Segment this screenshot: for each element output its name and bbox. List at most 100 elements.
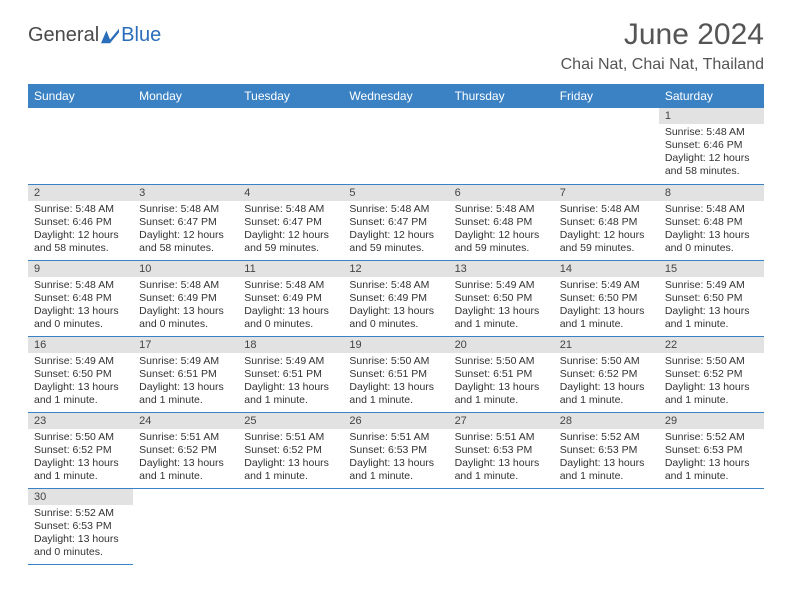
daylight-line: Daylight: 12 hours and 58 minutes.	[665, 152, 758, 178]
calendar-cell: 21Sunrise: 5:50 AMSunset: 6:52 PMDayligh…	[554, 336, 659, 412]
sunrise-line: Sunrise: 5:50 AM	[560, 355, 653, 368]
daylight-line: Daylight: 13 hours and 0 minutes.	[349, 305, 442, 331]
sunrise-line: Sunrise: 5:48 AM	[560, 203, 653, 216]
sunset-line: Sunset: 6:48 PM	[455, 216, 548, 229]
sunrise-line: Sunrise: 5:48 AM	[244, 279, 337, 292]
day-number: 11	[238, 261, 343, 277]
calendar-cell: 15Sunrise: 5:49 AMSunset: 6:50 PMDayligh…	[659, 260, 764, 336]
day-number: 23	[28, 413, 133, 429]
daylight-line: Daylight: 12 hours and 59 minutes.	[244, 229, 337, 255]
daylight-line: Daylight: 13 hours and 0 minutes.	[139, 305, 232, 331]
weekday-header: Wednesday	[343, 84, 448, 108]
sunset-line: Sunset: 6:53 PM	[665, 444, 758, 457]
header: General Blue June 2024 Chai Nat, Chai Na…	[28, 18, 764, 74]
sunset-line: Sunset: 6:46 PM	[665, 139, 758, 152]
day-number: 12	[343, 261, 448, 277]
calendar-cell	[449, 488, 554, 564]
sunrise-line: Sunrise: 5:48 AM	[665, 203, 758, 216]
logo-text-general: General	[28, 24, 99, 47]
weekday-header: Saturday	[659, 84, 764, 108]
calendar-cell: 11Sunrise: 5:48 AMSunset: 6:49 PMDayligh…	[238, 260, 343, 336]
sunset-line: Sunset: 6:47 PM	[139, 216, 232, 229]
weekday-header: Friday	[554, 84, 659, 108]
day-body: Sunrise: 5:49 AMSunset: 6:51 PMDaylight:…	[133, 353, 238, 412]
day-body: Sunrise: 5:49 AMSunset: 6:50 PMDaylight:…	[659, 277, 764, 336]
day-number: 13	[449, 261, 554, 277]
day-body: Sunrise: 5:48 AMSunset: 6:48 PMDaylight:…	[659, 201, 764, 260]
sunset-line: Sunset: 6:52 PM	[34, 444, 127, 457]
day-body: Sunrise: 5:51 AMSunset: 6:52 PMDaylight:…	[133, 429, 238, 488]
sunrise-line: Sunrise: 5:51 AM	[139, 431, 232, 444]
sunset-line: Sunset: 6:46 PM	[34, 216, 127, 229]
day-body: Sunrise: 5:48 AMSunset: 6:49 PMDaylight:…	[133, 277, 238, 336]
sunset-line: Sunset: 6:52 PM	[665, 368, 758, 381]
day-body: Sunrise: 5:49 AMSunset: 6:51 PMDaylight:…	[238, 353, 343, 412]
sunset-line: Sunset: 6:51 PM	[139, 368, 232, 381]
calendar-cell: 19Sunrise: 5:50 AMSunset: 6:51 PMDayligh…	[343, 336, 448, 412]
logo-text-blue: Blue	[121, 24, 161, 47]
daylight-line: Daylight: 13 hours and 1 minute.	[560, 457, 653, 483]
sunrise-line: Sunrise: 5:50 AM	[34, 431, 127, 444]
day-number: 10	[133, 261, 238, 277]
logo: General Blue	[28, 24, 161, 47]
calendar-cell	[238, 488, 343, 564]
day-body: Sunrise: 5:50 AMSunset: 6:52 PMDaylight:…	[659, 353, 764, 412]
day-number: 21	[554, 337, 659, 353]
calendar-cell	[133, 488, 238, 564]
daylight-line: Daylight: 13 hours and 1 minute.	[349, 457, 442, 483]
day-number: 17	[133, 337, 238, 353]
sunset-line: Sunset: 6:51 PM	[349, 368, 442, 381]
daylight-line: Daylight: 13 hours and 1 minute.	[349, 381, 442, 407]
daylight-line: Daylight: 13 hours and 1 minute.	[244, 457, 337, 483]
daylight-line: Daylight: 13 hours and 1 minute.	[665, 457, 758, 483]
calendar-cell	[133, 108, 238, 184]
day-body: Sunrise: 5:48 AMSunset: 6:49 PMDaylight:…	[238, 277, 343, 336]
calendar-cell	[343, 488, 448, 564]
calendar-cell: 5Sunrise: 5:48 AMSunset: 6:47 PMDaylight…	[343, 184, 448, 260]
sunset-line: Sunset: 6:49 PM	[244, 292, 337, 305]
sunset-line: Sunset: 6:52 PM	[244, 444, 337, 457]
day-number: 8	[659, 185, 764, 201]
sunrise-line: Sunrise: 5:48 AM	[665, 126, 758, 139]
day-number: 25	[238, 413, 343, 429]
calendar-cell: 8Sunrise: 5:48 AMSunset: 6:48 PMDaylight…	[659, 184, 764, 260]
weekday-header-row: SundayMondayTuesdayWednesdayThursdayFrid…	[28, 84, 764, 108]
day-number: 20	[449, 337, 554, 353]
calendar-cell	[554, 488, 659, 564]
calendar-cell: 26Sunrise: 5:51 AMSunset: 6:53 PMDayligh…	[343, 412, 448, 488]
daylight-line: Daylight: 13 hours and 1 minute.	[455, 457, 548, 483]
sunset-line: Sunset: 6:53 PM	[455, 444, 548, 457]
day-number: 5	[343, 185, 448, 201]
sunset-line: Sunset: 6:52 PM	[560, 368, 653, 381]
day-number: 27	[449, 413, 554, 429]
calendar-cell: 9Sunrise: 5:48 AMSunset: 6:48 PMDaylight…	[28, 260, 133, 336]
daylight-line: Daylight: 12 hours and 58 minutes.	[139, 229, 232, 255]
calendar-cell: 25Sunrise: 5:51 AMSunset: 6:52 PMDayligh…	[238, 412, 343, 488]
sunset-line: Sunset: 6:53 PM	[34, 520, 127, 533]
day-number: 29	[659, 413, 764, 429]
calendar-cell: 17Sunrise: 5:49 AMSunset: 6:51 PMDayligh…	[133, 336, 238, 412]
sunset-line: Sunset: 6:48 PM	[665, 216, 758, 229]
calendar-week-row: 16Sunrise: 5:49 AMSunset: 6:50 PMDayligh…	[28, 336, 764, 412]
day-number: 3	[133, 185, 238, 201]
day-number: 16	[28, 337, 133, 353]
calendar-cell: 27Sunrise: 5:51 AMSunset: 6:53 PMDayligh…	[449, 412, 554, 488]
day-number: 18	[238, 337, 343, 353]
day-body: Sunrise: 5:48 AMSunset: 6:47 PMDaylight:…	[238, 201, 343, 260]
day-body: Sunrise: 5:48 AMSunset: 6:47 PMDaylight:…	[133, 201, 238, 260]
sunrise-line: Sunrise: 5:48 AM	[455, 203, 548, 216]
sunrise-line: Sunrise: 5:49 AM	[455, 279, 548, 292]
day-body: Sunrise: 5:50 AMSunset: 6:52 PMDaylight:…	[554, 353, 659, 412]
day-body: Sunrise: 5:52 AMSunset: 6:53 PMDaylight:…	[659, 429, 764, 488]
daylight-line: Daylight: 12 hours and 59 minutes.	[455, 229, 548, 255]
sunset-line: Sunset: 6:52 PM	[139, 444, 232, 457]
daylight-line: Daylight: 13 hours and 1 minute.	[665, 381, 758, 407]
calendar-cell: 20Sunrise: 5:50 AMSunset: 6:51 PMDayligh…	[449, 336, 554, 412]
daylight-line: Daylight: 13 hours and 1 minute.	[665, 305, 758, 331]
calendar-cell: 14Sunrise: 5:49 AMSunset: 6:50 PMDayligh…	[554, 260, 659, 336]
daylight-line: Daylight: 13 hours and 1 minute.	[34, 457, 127, 483]
calendar-cell	[28, 108, 133, 184]
calendar-week-row: 30Sunrise: 5:52 AMSunset: 6:53 PMDayligh…	[28, 488, 764, 564]
day-number: 19	[343, 337, 448, 353]
daylight-line: Daylight: 13 hours and 1 minute.	[139, 381, 232, 407]
